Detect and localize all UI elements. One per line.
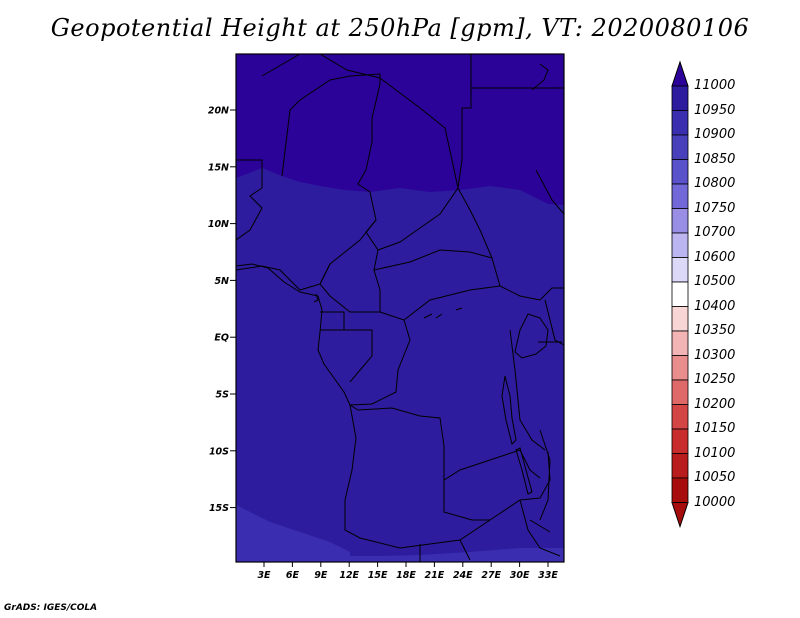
colorbar-level-label: 10300 [694,347,736,363]
country-borders [236,54,564,562]
longitude-axis: 3E 6E 9E 12E 15E 18E 21E 24E 27E 30E 33E [257,562,558,581]
chart-title: Geopotential Height at 250hPa [gpm], VT:… [50,14,750,42]
colorbar-level-label: 10350 [694,323,736,338]
colorbar-level-label: 10000 [694,494,736,510]
colorbar-level-label: 10700 [694,225,736,240]
lon-tick-label: 3E [257,570,271,581]
lon-tick-label: 15E [368,570,388,581]
lat-tick-label: 5S [216,390,230,401]
colorbar-swatch [671,330,689,356]
colorbar-level-label: 10600 [694,249,736,265]
colorbar-swatch [671,281,689,307]
field-north-band [236,54,564,205]
colorbar-swatch [671,134,689,160]
latitude-axis: 20N 15N 10N 5N EQ 5S 10S 15S [208,106,236,514]
height-field [236,54,564,562]
lat-tick-label: 10N [208,219,229,230]
credit-text: GrADS: IGES/COLA [4,603,98,613]
colorbar-level-label: 10800 [694,176,736,191]
lon-tick-label: 12E [339,570,359,581]
colorbar-top-arrow [671,60,689,87]
colorbar-swatch [671,257,689,283]
field-southwest-band [236,505,350,562]
colorbar-level-label: 11000 [694,78,736,93]
lon-tick-label: 21E [425,570,445,581]
lat-tick-label: 15S [209,503,229,514]
colorbar-level-label: 10750 [694,200,736,216]
lon-tick-label: 30E [510,570,530,581]
map-frame [235,53,565,563]
colorbar-swatch [671,355,689,381]
coastline [236,63,564,533]
lon-tick-label: 6E [286,570,300,581]
colorbar-level-label: 10500 [694,274,736,289]
colorbar-swatch [671,453,689,479]
colorbar-level-label: 10050 [694,470,736,485]
colorbar [671,60,689,529]
colorbar-swatch [671,306,689,332]
lat-tick-label: 15N [208,162,229,173]
lon-tick-label: 33E [538,570,558,581]
colorbar-swatch [671,159,689,185]
colorbar-level-label: 10400 [694,298,736,314]
lat-tick-label: 5N [214,276,229,287]
colorbar-level-label: 10100 [694,445,736,461]
colorbar-swatch [671,477,689,503]
lat-tick-label: EQ [214,333,229,344]
colorbar-swatch [671,379,689,405]
lon-tick-label: 27E [481,570,501,581]
colorbar-level-label: 10950 [694,102,736,118]
lat-tick-label: 10S [209,446,229,457]
colorbar-swatch [671,404,689,430]
colorbar-swatch [671,232,689,258]
lon-tick-label: 18E [396,570,416,581]
lat-tick-label: 20N [208,106,229,117]
lon-tick-label: 9E [314,570,328,581]
colorbar-level-label: 10850 [694,151,736,167]
colorbar-level-label: 10250 [694,372,736,387]
colorbar-swatch [671,110,689,136]
lon-tick-label: 24E [453,570,473,581]
colorbar-swatch [671,183,689,209]
colorbar-swatch [671,85,689,111]
colorbar-swatch [671,208,689,234]
colorbar-level-label: 10150 [694,421,736,436]
colorbar-bottom-arrow [671,502,689,529]
colorbar-swatch [671,428,689,454]
colorbar-level-label: 10900 [694,127,736,142]
colorbar-level-label: 10200 [694,396,736,412]
